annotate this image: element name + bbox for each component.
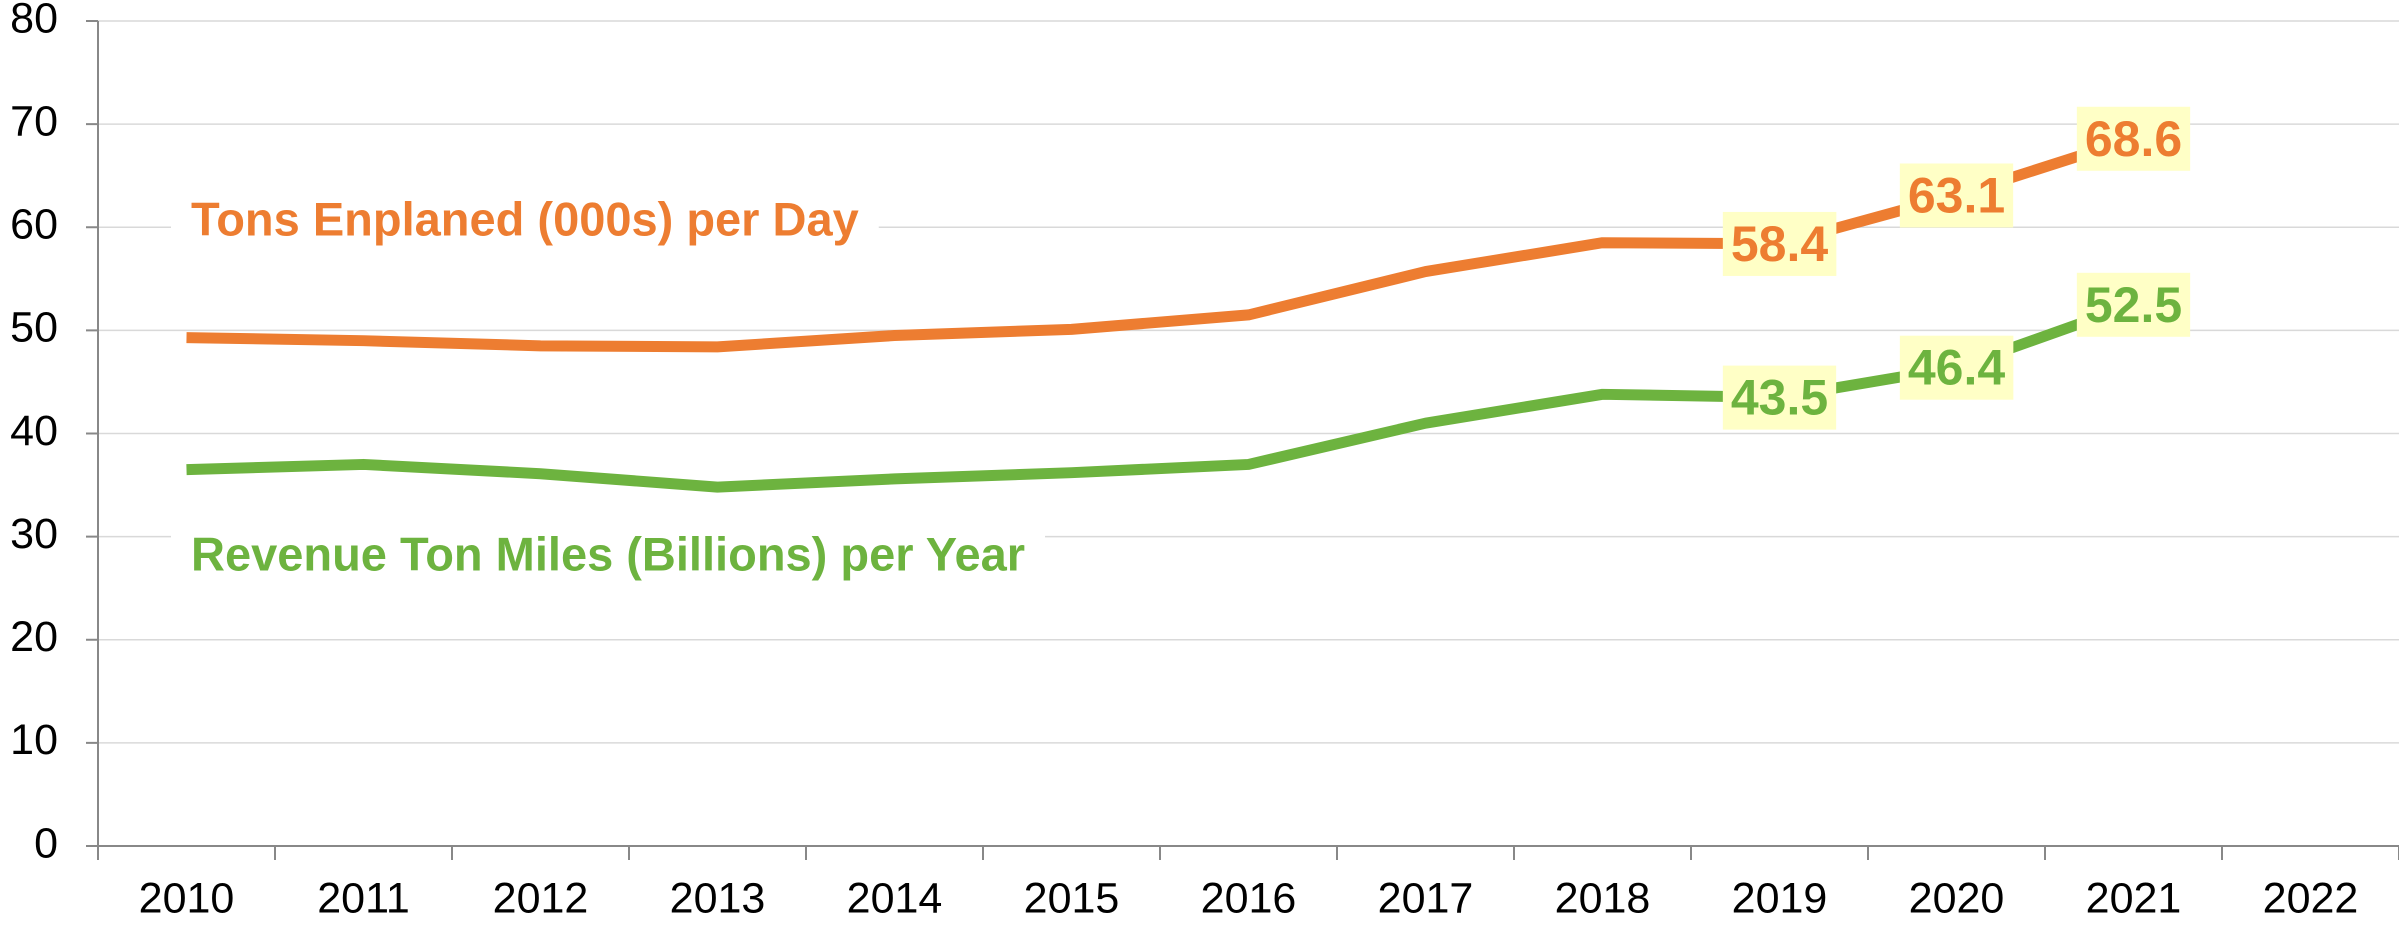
series-line [186, 299, 2136, 493]
data-label: 46.4 [1908, 340, 2006, 396]
y-tick-label: 20 [10, 613, 58, 661]
x-tick-label: 2017 [1378, 874, 1474, 922]
y-tick-label: 50 [10, 304, 58, 352]
data-label: 63.1 [1908, 167, 2005, 223]
data-label: 58.4 [1731, 216, 1829, 272]
y-tick-label: 30 [10, 510, 58, 558]
x-tick-label: 2021 [2086, 874, 2182, 922]
legend-label: Revenue Ton Miles (Billions) per Year [191, 527, 1025, 580]
x-tick-label: 2020 [1909, 874, 2005, 922]
y-tick-label: 70 [10, 97, 58, 145]
legend-background [171, 521, 1046, 587]
x-tick-label: 2018 [1555, 874, 1651, 922]
y-tick-label: 60 [10, 201, 58, 249]
data-label-background [1722, 365, 1837, 430]
x-tick-label: 2011 [317, 874, 409, 922]
data-label: 68.6 [2085, 111, 2182, 167]
y-tick-label: 40 [10, 407, 58, 455]
data-label-background [2076, 272, 2191, 337]
data-label-background [1899, 335, 2014, 400]
x-tick-label: 2016 [1201, 874, 1297, 922]
y-tick-label: 80 [10, 0, 58, 42]
data-label-background [1722, 211, 1837, 276]
x-tick-label: 2010 [139, 874, 235, 922]
data-label: 52.5 [2085, 277, 2182, 333]
y-tick-label: 10 [10, 716, 58, 764]
x-tick-label: 2013 [670, 874, 766, 922]
data-label-background [1899, 163, 2014, 228]
data-label-background [2076, 106, 2191, 171]
y-tick-label: 0 [34, 819, 58, 867]
legend-background [171, 186, 879, 252]
x-tick-label: 2022 [2263, 874, 2359, 922]
data-label: 43.5 [1731, 370, 1828, 426]
x-tick-label: 2015 [1024, 874, 1120, 922]
x-tick-label: 2014 [847, 874, 943, 922]
x-tick-label: 2019 [1732, 874, 1828, 922]
legend-label: Tons Enplaned (000s) per Day [191, 192, 859, 245]
x-tick-label: 2012 [493, 874, 589, 922]
